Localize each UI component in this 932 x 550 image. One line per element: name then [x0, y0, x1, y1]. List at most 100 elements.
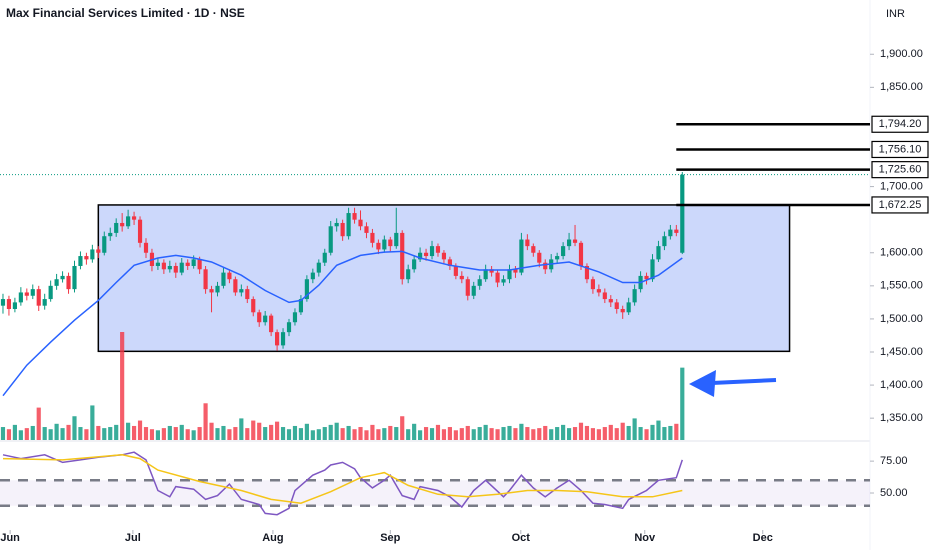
volume-bar	[96, 425, 101, 440]
volume-bar	[185, 429, 190, 440]
volume-bar	[674, 423, 679, 440]
candle-body	[221, 272, 226, 286]
candle-body	[429, 246, 435, 257]
candle-body	[126, 216, 131, 227]
candle-body	[90, 249, 95, 260]
volume-bar	[495, 429, 500, 440]
candle-body	[406, 269, 411, 280]
candle-body	[525, 239, 530, 247]
candle-body	[370, 232, 375, 243]
volume-bar	[143, 427, 149, 440]
volume-bar	[566, 428, 572, 440]
volume-bar	[489, 428, 494, 440]
volume-bar	[346, 425, 351, 440]
volume-bar	[650, 424, 655, 440]
volume-bar	[561, 424, 566, 440]
candle-body	[596, 289, 601, 293]
candle-body	[358, 219, 363, 227]
candle-body	[519, 239, 524, 273]
volume-bar	[555, 427, 560, 440]
candle-body	[650, 259, 655, 280]
candle-body	[322, 252, 327, 263]
volume-bar	[447, 427, 452, 440]
candle-body	[423, 252, 429, 257]
volume-bar	[12, 424, 17, 440]
currency-label: INR	[886, 8, 905, 20]
candle-body	[644, 275, 649, 280]
volume-bar	[394, 427, 399, 440]
candle-body	[60, 275, 65, 280]
volume-bar	[18, 430, 23, 440]
y-tick-label: 1,850.00	[880, 81, 923, 93]
candle-body	[537, 252, 542, 263]
volume-bar	[590, 428, 595, 440]
candle-body	[239, 289, 244, 293]
x-tick-label: Aug	[262, 532, 283, 544]
candle-body	[114, 222, 119, 233]
y-tick-label: 1,500.00	[880, 313, 923, 325]
volume-bar	[179, 424, 184, 440]
candle-body	[668, 229, 673, 237]
candle-body	[435, 246, 441, 253]
volume-bar	[24, 428, 29, 440]
volume-bar	[269, 424, 274, 440]
volume-bar	[263, 427, 268, 440]
rsi-average	[2, 454, 683, 504]
candle-body	[203, 269, 208, 290]
volume-bar	[465, 425, 470, 440]
candle-body	[501, 279, 506, 283]
volume-bar	[54, 423, 59, 440]
candle-body	[42, 299, 47, 306]
volume-bar	[543, 425, 548, 440]
volume-bar	[36, 407, 41, 440]
volume-bar	[656, 420, 661, 440]
volume-bar	[191, 430, 196, 440]
candle-body	[316, 262, 321, 273]
candle-body	[233, 279, 238, 293]
volume-bar	[155, 430, 160, 440]
range-box	[97, 204, 791, 353]
candle-body	[143, 242, 149, 253]
candle-body	[120, 222, 125, 227]
volume-bar	[275, 421, 280, 440]
y-tick-label: 1,900.00	[880, 48, 923, 60]
volume-bar	[549, 429, 554, 440]
candle-body	[566, 239, 572, 247]
candle-body	[507, 269, 512, 280]
volume-bar	[513, 428, 518, 440]
y-tick-label: 1,700.00	[880, 180, 923, 192]
level-label-box	[871, 161, 929, 179]
candle-body	[6, 299, 12, 309]
volume-bar	[30, 425, 35, 440]
volume-bar	[596, 429, 601, 440]
candle-body	[453, 265, 458, 276]
volume-bar	[525, 427, 530, 440]
y-tick-label: 1,350.00	[880, 412, 923, 424]
candle-body	[167, 265, 172, 270]
candle-body	[257, 312, 262, 323]
candle-body	[24, 292, 29, 296]
volume-bar	[215, 428, 220, 440]
volume-bar	[120, 332, 125, 440]
volume-bar	[257, 422, 262, 440]
volume-bar	[239, 418, 244, 440]
candle-body	[108, 232, 113, 237]
volume-bar	[435, 424, 441, 440]
volume-bar	[668, 425, 673, 440]
candle-body	[310, 272, 315, 280]
volume-bar	[459, 428, 464, 440]
y-tick-label: 1,450.00	[880, 346, 923, 358]
volume-bar	[632, 418, 637, 440]
candle-body	[346, 213, 351, 237]
volume-bar	[680, 367, 685, 440]
candle-body	[18, 292, 23, 303]
volume-bar	[316, 429, 321, 440]
candle-body	[632, 289, 637, 303]
volume-bar	[304, 423, 309, 440]
volume-bar	[406, 429, 411, 440]
candle-body	[280, 332, 286, 346]
volume-bar	[441, 429, 447, 440]
volume-bar	[114, 424, 119, 440]
candle-body	[608, 299, 613, 303]
